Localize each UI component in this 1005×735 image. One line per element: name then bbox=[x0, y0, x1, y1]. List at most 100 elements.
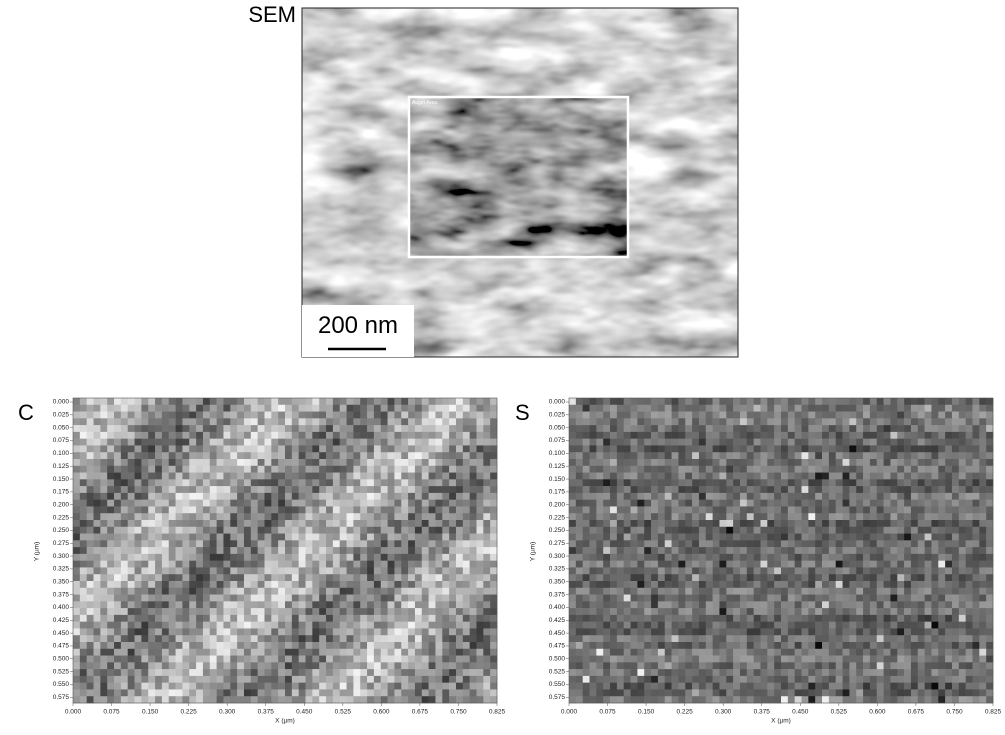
map-pixel bbox=[822, 574, 829, 581]
map-pixel bbox=[815, 493, 822, 500]
map-pixel bbox=[306, 479, 313, 486]
y-tick-label: 0.150 bbox=[53, 476, 70, 483]
map-pixel bbox=[617, 500, 624, 507]
map-pixel bbox=[849, 622, 856, 629]
map-pixel bbox=[388, 527, 395, 534]
map-pixel bbox=[815, 452, 822, 459]
map-pixel bbox=[415, 439, 422, 446]
map-pixel bbox=[463, 601, 470, 608]
map-pixel bbox=[162, 588, 169, 595]
map-pixel bbox=[836, 561, 843, 568]
map-pixel bbox=[843, 412, 850, 419]
map-pixel bbox=[394, 696, 401, 703]
map-pixel bbox=[490, 466, 497, 473]
map-pixel bbox=[182, 527, 189, 534]
map-pixel bbox=[596, 601, 603, 608]
map-pixel bbox=[217, 506, 224, 513]
map-pixel bbox=[312, 459, 319, 466]
map-pixel bbox=[610, 628, 617, 635]
map-pixel bbox=[490, 622, 497, 629]
map-pixel bbox=[169, 540, 176, 547]
map-pixel bbox=[353, 459, 360, 466]
map-pixel bbox=[672, 500, 679, 507]
map-pixel bbox=[162, 418, 169, 425]
map-pixel bbox=[945, 445, 952, 452]
map-pixel bbox=[429, 595, 436, 602]
map-pixel bbox=[121, 425, 128, 432]
map-pixel bbox=[470, 615, 477, 622]
map-pixel bbox=[100, 500, 107, 507]
map-pixel bbox=[237, 567, 244, 574]
map-pixel bbox=[678, 479, 685, 486]
map-pixel bbox=[319, 479, 326, 486]
map-pixel bbox=[264, 405, 271, 412]
map-pixel bbox=[760, 581, 767, 588]
map-pixel bbox=[176, 547, 183, 554]
map-pixel bbox=[176, 466, 183, 473]
map-pixel bbox=[182, 608, 189, 615]
map-pixel bbox=[251, 479, 258, 486]
map-pixel bbox=[353, 608, 360, 615]
map-pixel bbox=[637, 445, 644, 452]
map-pixel bbox=[128, 554, 135, 561]
map-pixel bbox=[107, 398, 114, 405]
map-pixel bbox=[631, 622, 638, 629]
map-pixel bbox=[890, 615, 897, 622]
map-pixel bbox=[863, 540, 870, 547]
map-pixel bbox=[408, 561, 415, 568]
map-pixel bbox=[583, 466, 590, 473]
map-pixel bbox=[904, 574, 911, 581]
map-pixel bbox=[740, 608, 747, 615]
map-pixel bbox=[781, 520, 788, 527]
map-pixel bbox=[121, 628, 128, 635]
map-pixel bbox=[979, 615, 986, 622]
map-pixel bbox=[483, 432, 490, 439]
map-pixel bbox=[617, 520, 624, 527]
map-pixel bbox=[347, 412, 354, 419]
map-pixel bbox=[931, 608, 938, 615]
map-pixel bbox=[422, 452, 429, 459]
map-pixel bbox=[583, 479, 590, 486]
map-pixel bbox=[128, 662, 135, 669]
map-pixel bbox=[176, 554, 183, 561]
map-pixel bbox=[884, 527, 891, 534]
map-pixel bbox=[713, 615, 720, 622]
map-pixel bbox=[251, 615, 258, 622]
map-pixel bbox=[169, 608, 176, 615]
map-pixel bbox=[802, 534, 809, 541]
map-pixel bbox=[271, 439, 278, 446]
map-pixel bbox=[176, 486, 183, 493]
map-pixel bbox=[285, 554, 292, 561]
map-pixel bbox=[870, 608, 877, 615]
map-pixel bbox=[463, 439, 470, 446]
map-pixel bbox=[347, 676, 354, 683]
map-pixel bbox=[938, 534, 945, 541]
map-pixel bbox=[713, 581, 720, 588]
map-pixel bbox=[73, 669, 80, 676]
map-pixel bbox=[911, 622, 918, 629]
map-pixel bbox=[415, 615, 422, 622]
map-pixel bbox=[217, 581, 224, 588]
map-pixel bbox=[278, 683, 285, 690]
map-pixel bbox=[938, 581, 945, 588]
map-pixel bbox=[726, 574, 733, 581]
map-pixel bbox=[121, 540, 128, 547]
map-pixel bbox=[135, 683, 142, 690]
map-pixel bbox=[802, 567, 809, 574]
map-pixel bbox=[877, 412, 884, 419]
map-pixel bbox=[456, 445, 463, 452]
map-pixel bbox=[374, 561, 381, 568]
map-pixel bbox=[100, 676, 107, 683]
map-pixel bbox=[822, 547, 829, 554]
map-pixel bbox=[863, 425, 870, 432]
map-pixel bbox=[264, 662, 271, 669]
map-pixel bbox=[665, 439, 672, 446]
map-pixel bbox=[94, 479, 101, 486]
map-pixel bbox=[603, 628, 610, 635]
map-pixel bbox=[264, 486, 271, 493]
map-pixel bbox=[394, 547, 401, 554]
map-pixel bbox=[278, 540, 285, 547]
map-pixel bbox=[760, 459, 767, 466]
map-pixel bbox=[251, 649, 258, 656]
map-pixel bbox=[121, 567, 128, 574]
